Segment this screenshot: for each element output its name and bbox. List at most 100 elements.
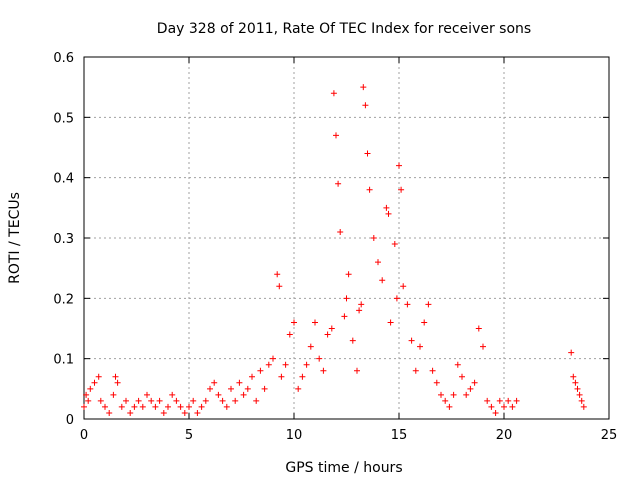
x-tick-label: 15 bbox=[391, 428, 408, 443]
data-point bbox=[131, 403, 138, 410]
data-point bbox=[232, 397, 239, 404]
data-point bbox=[282, 361, 289, 368]
data-point bbox=[286, 331, 293, 338]
data-point bbox=[144, 391, 150, 398]
y-tick-label: 0.2 bbox=[53, 292, 74, 307]
data-point bbox=[249, 373, 255, 380]
data-point bbox=[356, 307, 363, 314]
data-point bbox=[354, 367, 360, 374]
data-point bbox=[160, 409, 167, 416]
data-point bbox=[261, 385, 268, 392]
axis-ticks: 0 5 10 15 20 25 0 0.1 0.2 0.3 0.4 0.5 0.6 bbox=[53, 51, 617, 443]
data-point bbox=[278, 373, 285, 380]
data-point bbox=[83, 391, 90, 398]
data-point bbox=[463, 391, 470, 398]
chart-title: Day 328 of 2011, Rate Of TEC Index for r… bbox=[157, 21, 531, 37]
y-tick-label: 0.1 bbox=[53, 353, 74, 368]
data-point bbox=[337, 228, 344, 235]
data-point bbox=[181, 409, 188, 416]
data-point bbox=[574, 385, 581, 392]
data-point bbox=[135, 397, 142, 404]
data-point bbox=[112, 373, 119, 380]
data-point bbox=[253, 397, 260, 404]
x-tick-label: 10 bbox=[286, 428, 303, 443]
data-point bbox=[85, 397, 92, 404]
data-point bbox=[324, 331, 331, 338]
y-tick-label: 0.6 bbox=[53, 51, 74, 66]
y-tick-label: 0 bbox=[66, 413, 74, 428]
data-point bbox=[570, 373, 577, 380]
data-point bbox=[307, 343, 314, 350]
data-point bbox=[320, 367, 327, 374]
data-point bbox=[398, 186, 405, 193]
data-point bbox=[383, 204, 390, 211]
data-point bbox=[106, 409, 113, 416]
x-tick-label: 5 bbox=[185, 428, 193, 443]
data-point bbox=[446, 403, 453, 410]
data-point bbox=[312, 319, 318, 326]
data-point bbox=[118, 403, 125, 410]
data-point bbox=[148, 397, 155, 404]
grid-lines bbox=[84, 57, 609, 419]
data-point bbox=[364, 150, 371, 157]
data-point bbox=[114, 379, 121, 386]
data-point bbox=[360, 84, 367, 91]
x-tick-label: 25 bbox=[601, 428, 618, 443]
data-point bbox=[505, 397, 512, 404]
data-point bbox=[81, 403, 87, 410]
data-point bbox=[513, 397, 520, 404]
y-tick-label: 0.3 bbox=[53, 232, 74, 247]
data-point bbox=[341, 313, 348, 320]
data-point bbox=[194, 409, 201, 416]
data-point bbox=[257, 367, 264, 374]
x-tick-label: 20 bbox=[496, 428, 513, 443]
data-point bbox=[169, 391, 176, 398]
data-point bbox=[349, 337, 356, 344]
data-point bbox=[198, 403, 205, 410]
data-point bbox=[385, 210, 392, 217]
data-point bbox=[165, 403, 171, 410]
data-point bbox=[442, 397, 449, 404]
data-point bbox=[186, 403, 192, 410]
data-point bbox=[236, 379, 243, 386]
data-point bbox=[484, 397, 491, 404]
data-point bbox=[450, 391, 457, 398]
data-point bbox=[223, 403, 230, 410]
data-point bbox=[580, 403, 587, 410]
data-point bbox=[387, 319, 394, 326]
data-point bbox=[91, 379, 98, 386]
x-axis-label: GPS time / hours bbox=[285, 460, 402, 476]
data-point bbox=[102, 403, 108, 410]
data-point bbox=[417, 343, 423, 350]
data-point bbox=[274, 271, 281, 278]
data-point bbox=[379, 277, 386, 284]
data-point bbox=[276, 283, 283, 290]
data-point bbox=[391, 241, 398, 248]
data-point bbox=[152, 403, 159, 410]
y-axis-label: ROTI / TECUs bbox=[7, 192, 23, 284]
data-point bbox=[576, 391, 583, 398]
data-point bbox=[123, 397, 129, 404]
data-point bbox=[509, 403, 516, 410]
data-point bbox=[345, 271, 352, 278]
data-point bbox=[480, 343, 486, 350]
data-point bbox=[95, 373, 102, 380]
data-point bbox=[177, 403, 184, 410]
data-point bbox=[467, 385, 474, 392]
data-points bbox=[81, 84, 587, 416]
data-point bbox=[412, 367, 419, 374]
data-point bbox=[215, 391, 222, 398]
data-point bbox=[488, 403, 495, 410]
data-point bbox=[568, 349, 575, 356]
data-point bbox=[438, 391, 444, 398]
data-point bbox=[393, 295, 400, 302]
data-point bbox=[173, 397, 180, 404]
data-point bbox=[202, 397, 209, 404]
data-point bbox=[87, 385, 94, 392]
data-point bbox=[408, 337, 415, 344]
data-point bbox=[265, 361, 272, 368]
data-point bbox=[270, 355, 276, 362]
data-point bbox=[303, 361, 310, 368]
data-point bbox=[291, 319, 297, 326]
